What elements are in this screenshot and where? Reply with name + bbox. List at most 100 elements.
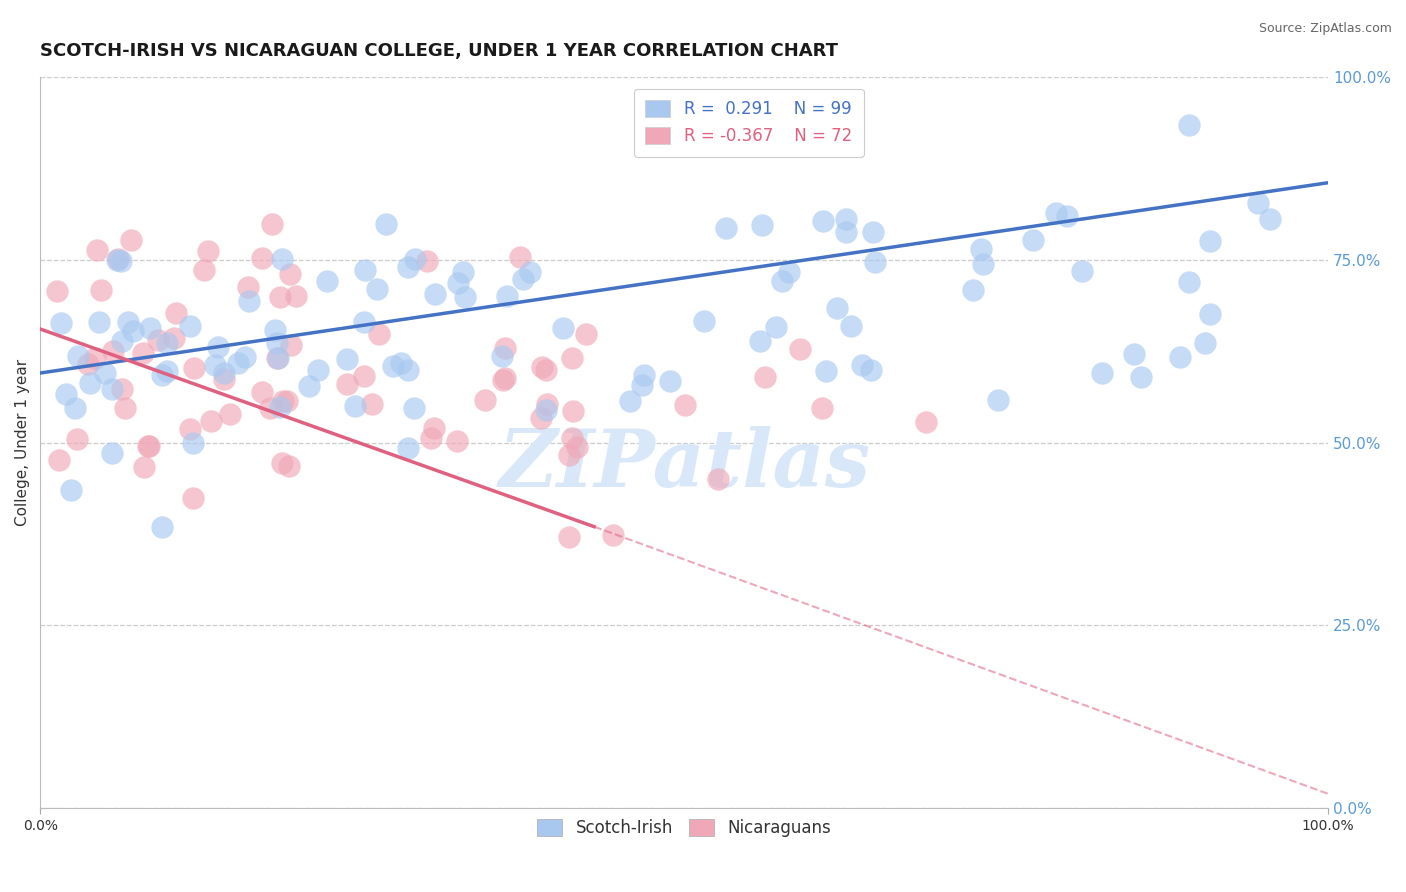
Point bbox=[494, 371, 516, 385]
Text: SCOTCH-IRISH VS NICARAGUAN COLLEGE, UNDER 1 YEAR CORRELATION CHART: SCOTCH-IRISH VS NICARAGUAN COLLEGE, UNDE… bbox=[41, 42, 838, 60]
Point bbox=[46, 284, 69, 298]
Point bbox=[233, 350, 256, 364]
Y-axis label: College, Under 1 year: College, Under 1 year bbox=[15, 359, 30, 526]
Point bbox=[100, 445, 122, 459]
Point bbox=[859, 363, 882, 377]
Point bbox=[474, 392, 496, 407]
Point bbox=[492, 373, 515, 387]
Point bbox=[366, 282, 388, 296]
Point bbox=[66, 349, 89, 363]
Point bbox=[181, 436, 204, 450]
Point bbox=[602, 528, 624, 542]
Point bbox=[280, 338, 302, 352]
Point bbox=[557, 530, 579, 544]
Point bbox=[111, 334, 134, 348]
Point bbox=[100, 382, 122, 396]
Point bbox=[59, 483, 82, 497]
Point bbox=[183, 361, 205, 376]
Point bbox=[446, 276, 468, 290]
Point bbox=[138, 439, 160, 453]
Point bbox=[374, 218, 396, 232]
Point bbox=[863, 255, 886, 269]
Point bbox=[534, 403, 557, 417]
Point bbox=[259, 401, 281, 416]
Point bbox=[389, 356, 412, 370]
Point bbox=[770, 274, 793, 288]
Point bbox=[1056, 209, 1078, 223]
Point bbox=[197, 244, 219, 259]
Point bbox=[835, 211, 858, 226]
Point bbox=[263, 323, 285, 337]
Point bbox=[1045, 205, 1067, 219]
Point bbox=[839, 318, 862, 333]
Point bbox=[353, 315, 375, 329]
Point bbox=[269, 291, 291, 305]
Legend: Scotch-Irish, Nicaraguans: Scotch-Irish, Nicaraguans bbox=[530, 813, 838, 844]
Point bbox=[48, 453, 70, 467]
Point bbox=[63, 401, 86, 415]
Point bbox=[269, 400, 291, 414]
Point bbox=[1071, 264, 1094, 278]
Point bbox=[835, 225, 858, 239]
Point bbox=[284, 288, 307, 302]
Point bbox=[536, 363, 558, 377]
Point bbox=[519, 265, 541, 279]
Point bbox=[815, 364, 838, 378]
Point bbox=[692, 314, 714, 328]
Point bbox=[749, 334, 772, 348]
Point bbox=[751, 218, 773, 232]
Point bbox=[298, 379, 321, 393]
Text: ZIPatlas: ZIPatlas bbox=[498, 425, 870, 503]
Point bbox=[396, 260, 419, 275]
Point bbox=[79, 376, 101, 391]
Point bbox=[114, 401, 136, 415]
Point bbox=[353, 369, 375, 384]
Point bbox=[396, 362, 419, 376]
Point bbox=[561, 431, 583, 445]
Point bbox=[94, 366, 117, 380]
Point bbox=[915, 415, 938, 429]
Point bbox=[219, 407, 242, 421]
Point bbox=[1194, 335, 1216, 350]
Point bbox=[86, 243, 108, 257]
Point bbox=[396, 441, 419, 455]
Point bbox=[1246, 196, 1268, 211]
Point bbox=[1199, 234, 1222, 248]
Point bbox=[659, 374, 682, 388]
Point bbox=[266, 351, 288, 366]
Point bbox=[765, 320, 787, 334]
Point bbox=[1199, 307, 1222, 321]
Point bbox=[101, 343, 124, 358]
Point bbox=[496, 288, 519, 302]
Point bbox=[193, 263, 215, 277]
Point bbox=[494, 341, 516, 355]
Point bbox=[260, 217, 283, 231]
Point bbox=[851, 358, 873, 372]
Point bbox=[561, 404, 583, 418]
Point bbox=[1130, 370, 1153, 384]
Point bbox=[271, 456, 294, 470]
Point bbox=[121, 324, 143, 338]
Point bbox=[354, 262, 377, 277]
Point bbox=[972, 257, 994, 271]
Point bbox=[778, 265, 800, 279]
Point bbox=[405, 252, 427, 267]
Point bbox=[165, 306, 187, 320]
Point bbox=[381, 359, 404, 373]
Point bbox=[181, 491, 204, 505]
Point bbox=[402, 401, 425, 415]
Point bbox=[212, 366, 235, 380]
Point bbox=[236, 280, 259, 294]
Point bbox=[1170, 351, 1192, 365]
Point bbox=[90, 283, 112, 297]
Point bbox=[276, 393, 298, 408]
Point bbox=[1258, 212, 1281, 227]
Point bbox=[150, 520, 173, 534]
Point bbox=[132, 346, 155, 360]
Text: Source: ZipAtlas.com: Source: ZipAtlas.com bbox=[1258, 22, 1392, 36]
Point bbox=[454, 290, 477, 304]
Point bbox=[716, 221, 738, 235]
Point bbox=[87, 315, 110, 329]
Point bbox=[132, 460, 155, 475]
Point bbox=[66, 432, 89, 446]
